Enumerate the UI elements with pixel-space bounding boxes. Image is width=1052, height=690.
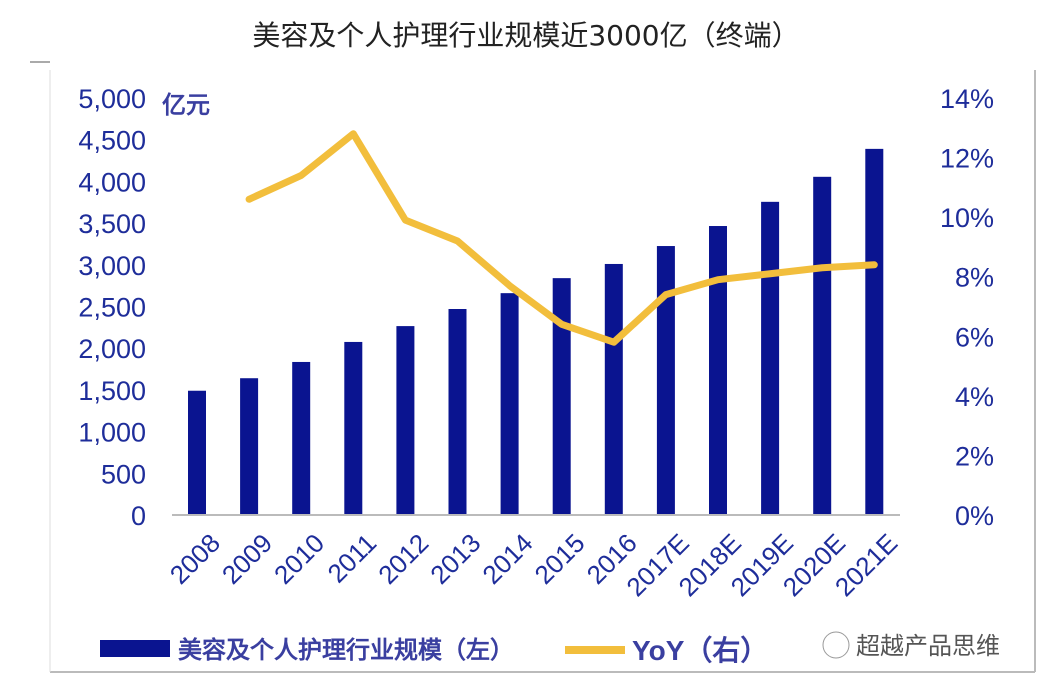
y-right-tick: 2% <box>955 441 994 471</box>
wechat-icon <box>822 631 850 659</box>
y-left-tick: 5,000 <box>78 84 146 114</box>
y-right-tick: 10% <box>940 203 994 233</box>
y-left-tick: 0 <box>131 501 146 531</box>
y-left-tick: 2,500 <box>78 293 146 323</box>
x-tick: 2014 <box>476 528 538 590</box>
y-right-tick: 8% <box>955 263 994 293</box>
bar <box>240 378 259 515</box>
y-left-tick: 1,000 <box>78 418 146 448</box>
x-tick: 2011 <box>321 528 382 589</box>
y-right-tick: 14% <box>940 84 994 114</box>
y-left-tick: 2,000 <box>78 334 146 364</box>
chart-title: 美容及个人护理行业规模近3000亿（终端） <box>252 19 800 52</box>
bar <box>396 326 415 515</box>
x-tick: 2010 <box>268 528 330 590</box>
bar <box>656 246 675 515</box>
y-left-tick: 500 <box>101 459 146 489</box>
x-tick: 2008 <box>164 528 226 590</box>
y-left-tick: 3,000 <box>78 251 146 281</box>
y-right-tick: 6% <box>955 322 994 352</box>
x-tick: 2009 <box>216 528 278 590</box>
bar <box>188 390 206 515</box>
y-right-tick: 4% <box>955 382 994 412</box>
y-left-tick: 4,500 <box>78 126 146 156</box>
watermark: 超越产品思维 <box>856 632 1000 660</box>
legend-bar-label: 美容及个人护理行业规模（左） <box>178 635 514 664</box>
bar <box>865 148 884 515</box>
y-left-tick: 1,500 <box>78 376 146 406</box>
x-tick: 2015 <box>529 528 591 590</box>
x-tick: 2013 <box>424 528 486 590</box>
y-right-tick: 12% <box>940 144 994 174</box>
bar <box>292 361 311 515</box>
bar <box>604 263 623 515</box>
y-right-tick: 0% <box>955 501 994 531</box>
bar <box>813 176 832 516</box>
y-left-tick: 4,000 <box>78 167 146 197</box>
bar <box>448 309 467 515</box>
bar <box>761 201 780 515</box>
bar <box>552 278 571 515</box>
y-left-tick: 3,500 <box>78 209 146 239</box>
y-left-unit: 亿元 <box>162 90 210 119</box>
x-tick: 2012 <box>372 528 434 590</box>
legend-line-label: YoY（右） <box>632 634 768 666</box>
bar <box>709 226 727 516</box>
bar <box>500 293 519 515</box>
bar <box>344 341 363 515</box>
legend-bar-swatch <box>100 640 170 657</box>
